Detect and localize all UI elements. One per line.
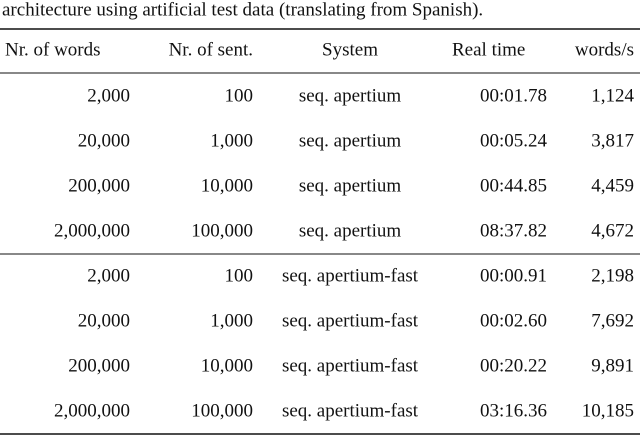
- header-cell: words/s: [575, 39, 634, 60]
- table-cell: 200,000: [68, 175, 130, 196]
- table-cell: 00:44.85: [480, 175, 547, 196]
- table-cell: 03:16.36: [480, 400, 547, 421]
- table-cell: 4,459: [591, 175, 634, 196]
- table-cell: 3,817: [591, 130, 634, 151]
- table-cell: 100: [225, 85, 254, 106]
- table-cell: 2,000: [87, 85, 130, 106]
- table-cell: 2,000,000: [54, 400, 130, 421]
- table-cell: 200,000: [68, 355, 130, 376]
- table-cell: 00:05.24: [480, 130, 548, 151]
- table-cell: 2,000: [87, 265, 130, 286]
- table-cell: seq. apertium-fast: [282, 355, 419, 376]
- table-cell: seq. apertium-fast: [282, 400, 419, 421]
- table-cell: 10,185: [582, 400, 634, 421]
- table-cell: 00:00.91: [480, 265, 547, 286]
- caption: architecture using artificial test data …: [2, 0, 483, 20]
- table-cell: seq. apertium: [299, 85, 402, 106]
- table-cell: 100,000: [191, 220, 253, 241]
- table-cell: 08:37.82: [480, 220, 547, 241]
- table-cell: 2,000,000: [54, 220, 130, 241]
- table-cell: seq. apertium-fast: [282, 310, 419, 331]
- table-cell: seq. apertium: [299, 220, 402, 241]
- table-cell: 1,124: [591, 85, 634, 106]
- header-cell: Nr. of words: [5, 39, 101, 60]
- header-cell: Nr. of sent.: [169, 39, 253, 60]
- header-cell: System: [322, 39, 378, 60]
- table-cell: 7,692: [591, 310, 634, 331]
- table-cell: 4,672: [591, 220, 634, 241]
- table-cell: 00:02.60: [480, 310, 547, 331]
- table-cell: seq. apertium-fast: [282, 265, 419, 286]
- table-cell: 100: [225, 265, 254, 286]
- table-cell: 1,000: [210, 130, 253, 151]
- table-cell: 1,000: [210, 310, 253, 331]
- table-cell: seq. apertium: [299, 175, 402, 196]
- table-cell: 9,891: [591, 355, 634, 376]
- table-cell: 100,000: [191, 400, 253, 421]
- table-cell: seq. apertium: [299, 130, 402, 151]
- table-cell: 20,000: [78, 310, 130, 331]
- table-cell: 10,000: [201, 175, 253, 196]
- header-cell: Real time: [452, 39, 525, 60]
- table-cell: 2,198: [591, 265, 634, 286]
- table-cell: 20,000: [78, 130, 130, 151]
- table-cell: 10,000: [201, 355, 253, 376]
- table-cell: 00:20.22: [480, 355, 547, 376]
- table-cell: 00:01.78: [480, 85, 547, 106]
